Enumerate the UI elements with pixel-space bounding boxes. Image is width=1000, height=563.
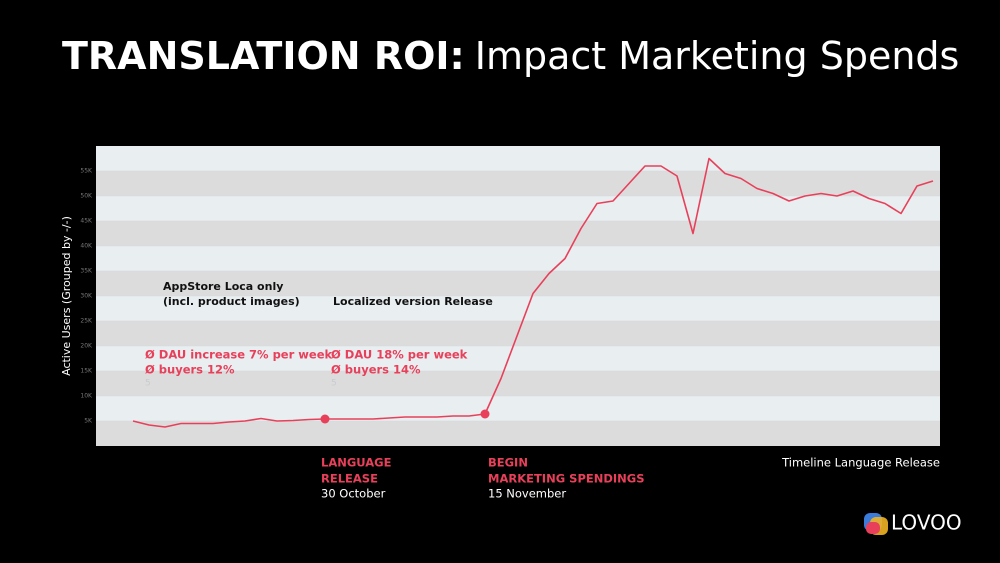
y-tick-label: 15K (80, 368, 93, 375)
annotation: 30 October (321, 487, 386, 501)
annotation: Ø DAU increase 7% per week (145, 348, 332, 362)
title-bold: TRANSLATION ROI: (62, 34, 465, 78)
y-tick-label: 50K (80, 193, 93, 200)
plot-area: 5K 10K 15K 20K 25K 30K 35K 40K 45K 50K 55K (80, 146, 940, 446)
y-tick-label: 35K (80, 268, 93, 275)
annotation: Ø buyers 14% (331, 363, 421, 377)
annotation: 5 (145, 379, 151, 389)
annotation: 15 November (488, 487, 566, 501)
annotation: Ø buyers 12% (145, 363, 235, 377)
annotation: MARKETING SPENDINGS (488, 472, 645, 486)
y-tick-label: 25K (80, 318, 93, 325)
stripe (96, 371, 940, 396)
stripe (96, 271, 940, 296)
logo: LOVOO (864, 511, 962, 535)
y-tick-label: 55K (80, 168, 93, 175)
annotation: 5 (331, 379, 337, 389)
y-axis-label: Active Users (Grouped by -/-) (60, 216, 73, 376)
event-marker (480, 409, 490, 419)
annotation: (incl. product images) (163, 295, 300, 308)
annotation: Ø DAU 18% per week (331, 348, 468, 362)
y-tick-label: 40K (80, 243, 93, 250)
logo-text: LOVOO (891, 511, 962, 535)
stripe (96, 171, 940, 196)
y-tick-label: 20K (80, 343, 93, 350)
event-marker (320, 414, 330, 424)
logo-icon (866, 522, 880, 534)
stripe (96, 221, 940, 246)
data-line (132, 157, 934, 428)
x-axis-label: Timeline Language Release (781, 456, 940, 470)
annotation: LANGUAGE (321, 456, 392, 470)
y-tick-label: 45K (80, 218, 93, 225)
y-tick-label: 10K (80, 393, 93, 400)
annotation: BEGIN (488, 456, 528, 470)
annotation: AppStore Loca only (163, 280, 283, 293)
annotation: Localized version Release (333, 295, 493, 308)
title-rest: Impact Marketing Spends (475, 34, 960, 78)
slide-title: TRANSLATION ROI: Impact Marketing Spends (62, 34, 959, 78)
y-tick-label: 5K (84, 418, 93, 425)
y-tick-label: 30K (80, 293, 93, 300)
stripe (96, 421, 940, 446)
annotation: RELEASE (321, 472, 378, 486)
